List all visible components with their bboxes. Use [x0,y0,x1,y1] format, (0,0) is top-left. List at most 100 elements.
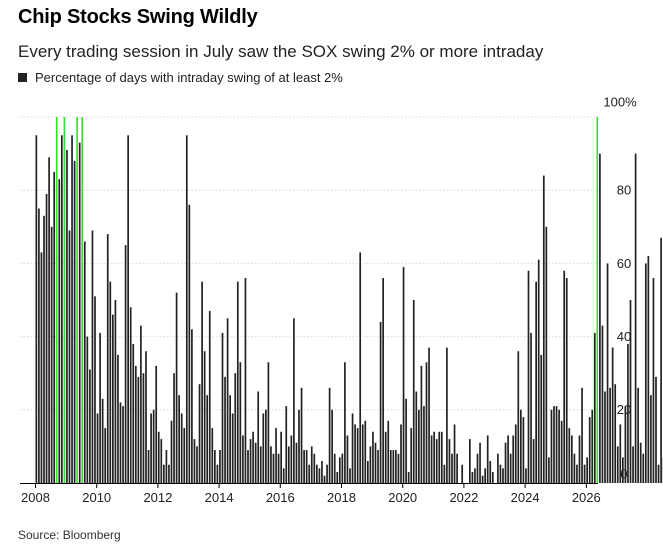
bar [349,468,351,483]
bar [224,376,226,483]
bar [412,300,415,483]
bar [624,406,627,483]
bar [657,464,660,483]
bar [520,409,522,483]
bar [236,281,239,483]
bar [242,435,244,483]
bar [71,135,73,484]
bar [364,420,367,483]
bar [247,450,249,483]
bar [272,453,275,483]
bar [588,417,591,483]
bar [639,442,642,483]
bar [333,453,336,483]
bar [509,453,512,483]
bar [168,464,170,483]
y-tick-label: 0 [620,466,627,481]
bar [313,453,316,483]
y-tick-labels: 0 20 40 60 80 100% [603,94,637,481]
bar [338,457,341,483]
bar [476,453,479,483]
bar [326,464,328,483]
bar [336,472,339,483]
bar [163,464,165,483]
bar [119,402,122,483]
legend-label: Percentage of days with intraday swing o… [35,70,343,85]
bar [203,351,206,483]
bar [351,413,354,483]
bar [257,391,260,483]
bar [201,281,203,483]
bar [285,406,288,483]
bar [461,464,464,483]
bar [484,468,486,483]
bar [109,281,112,483]
bar [244,278,247,483]
bar [581,387,583,483]
bar [372,431,374,483]
bar [331,409,333,483]
bar [219,450,221,483]
bar [446,347,448,483]
bar [277,453,280,483]
bar [655,376,657,483]
bar [321,461,323,483]
bar [280,431,282,483]
bar [374,442,377,483]
bar [565,278,568,483]
bar [622,457,624,483]
bar [611,347,614,483]
bar [282,468,285,483]
chart-subtitle: Every trading session in July saw the SO… [18,42,544,61]
bar [150,413,152,483]
bar [420,365,423,483]
highlight-bars [55,117,599,483]
bar [86,336,89,483]
bar [387,420,390,483]
bar [486,435,489,483]
bar [619,424,622,483]
x-tick-label: 2024 [511,490,540,505]
bar [66,149,68,483]
legend-swatch [18,73,27,82]
bar [407,472,410,483]
bar [173,373,175,483]
bar [58,179,61,483]
bar [456,453,458,483]
bar [578,435,581,483]
bar [267,362,270,483]
bar [402,267,405,483]
bar [389,450,392,483]
bar [568,428,571,483]
bar [50,226,53,484]
bar [112,314,114,483]
bar [448,439,451,483]
bar [262,413,265,483]
bar [157,431,160,483]
bar [140,325,142,483]
bar [83,241,86,483]
bar [367,461,369,483]
bar [440,431,443,483]
bar [560,420,563,483]
bar [295,442,298,483]
bar [644,263,647,483]
bar [392,450,395,483]
bar [443,464,446,483]
bar [425,362,428,483]
bar [89,369,91,483]
bar [249,439,252,483]
bar [132,343,135,483]
bar [129,307,132,483]
y-tick-label: 40 [617,329,631,344]
bar [397,453,400,483]
bar [591,409,594,483]
bar [145,351,147,483]
bar [558,409,560,483]
bar [73,160,76,484]
bar [191,329,193,483]
bar [507,435,509,483]
bar [198,384,201,483]
bar [344,362,346,483]
y-tick-label: 60 [617,256,631,271]
